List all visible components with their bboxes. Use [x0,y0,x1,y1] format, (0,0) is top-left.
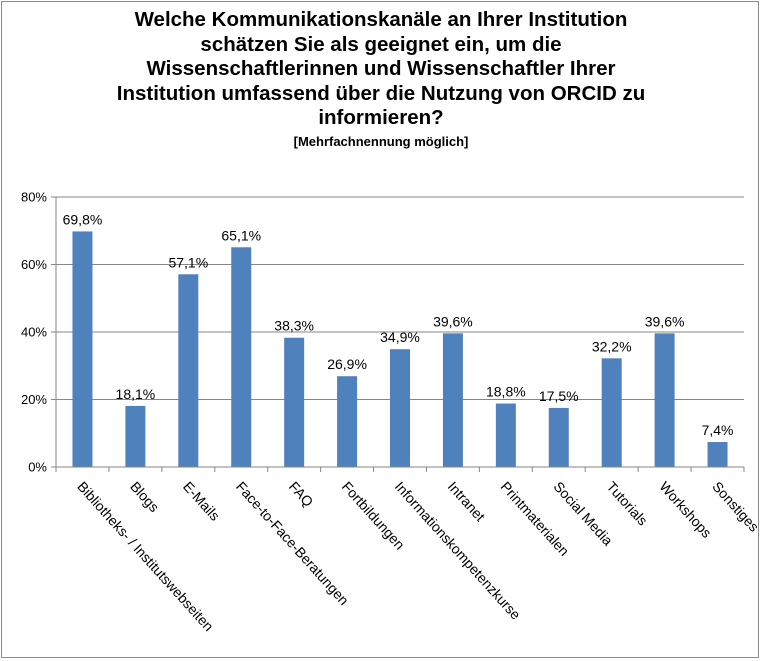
chart-subtitle: [Mehrfachnennung möglich] [293,133,469,149]
data-label: 65,1% [221,227,261,243]
bar [390,349,410,467]
bar [707,442,728,467]
data-label: 38,3% [274,318,314,334]
chart-title-line-2: schätzen Sie als geeignet ein, um die [200,32,562,56]
x-tick-label: Blogs [127,478,162,515]
data-label: 18,8% [486,384,526,400]
bar [125,405,146,467]
bar [654,333,675,467]
bar [495,403,516,467]
data-label: 69,8% [63,211,103,227]
bar [178,274,199,467]
data-label: 18,1% [116,386,156,402]
bar [231,247,252,467]
bar [337,376,358,467]
chart-title-line-1: Welche Kommunikationskanäle an Ihrer Ins… [134,8,628,31]
chart-title-line-3: Wissenschaftlerinnen und Wissenschaftler… [146,57,616,80]
bar [601,358,622,467]
bar [442,333,463,467]
bar [72,231,93,467]
chart-title-line-4: Institution umfassend über die Nutzung v… [116,81,646,105]
x-tick-label: Face-to-Face-Beratungen [233,478,352,608]
data-label: 7,4% [702,422,734,438]
y-tick-label: 20% [21,392,47,407]
x-tick-label: Workshops [656,478,715,541]
data-label: 26,9% [327,356,367,372]
data-label: 57,1% [168,254,208,270]
chart-title-block: Welche Kommunikationskanäle an Ihrer Ins… [0,8,762,151]
chart-title-line-5: informieren? [318,106,444,129]
data-label: 39,6% [433,313,473,329]
y-tick-label: 60% [21,257,47,272]
x-tick-label: FAQ [286,478,317,510]
y-tick-label: 80% [21,190,47,205]
x-tick-label: E-Mails [180,478,223,523]
data-label: 17,5% [539,388,579,404]
bar [284,337,305,467]
y-tick-label: 0% [28,460,47,475]
x-tick-label: Sonstiges [709,478,762,534]
y-tick-label: 40% [21,325,47,340]
data-label: 32,2% [592,338,632,354]
x-tick-label: Intranet [445,478,489,524]
bar [548,407,569,467]
data-label: 34,9% [380,329,420,345]
x-tick-label: Tutorials [603,478,650,528]
data-label: 39,6% [645,313,685,329]
